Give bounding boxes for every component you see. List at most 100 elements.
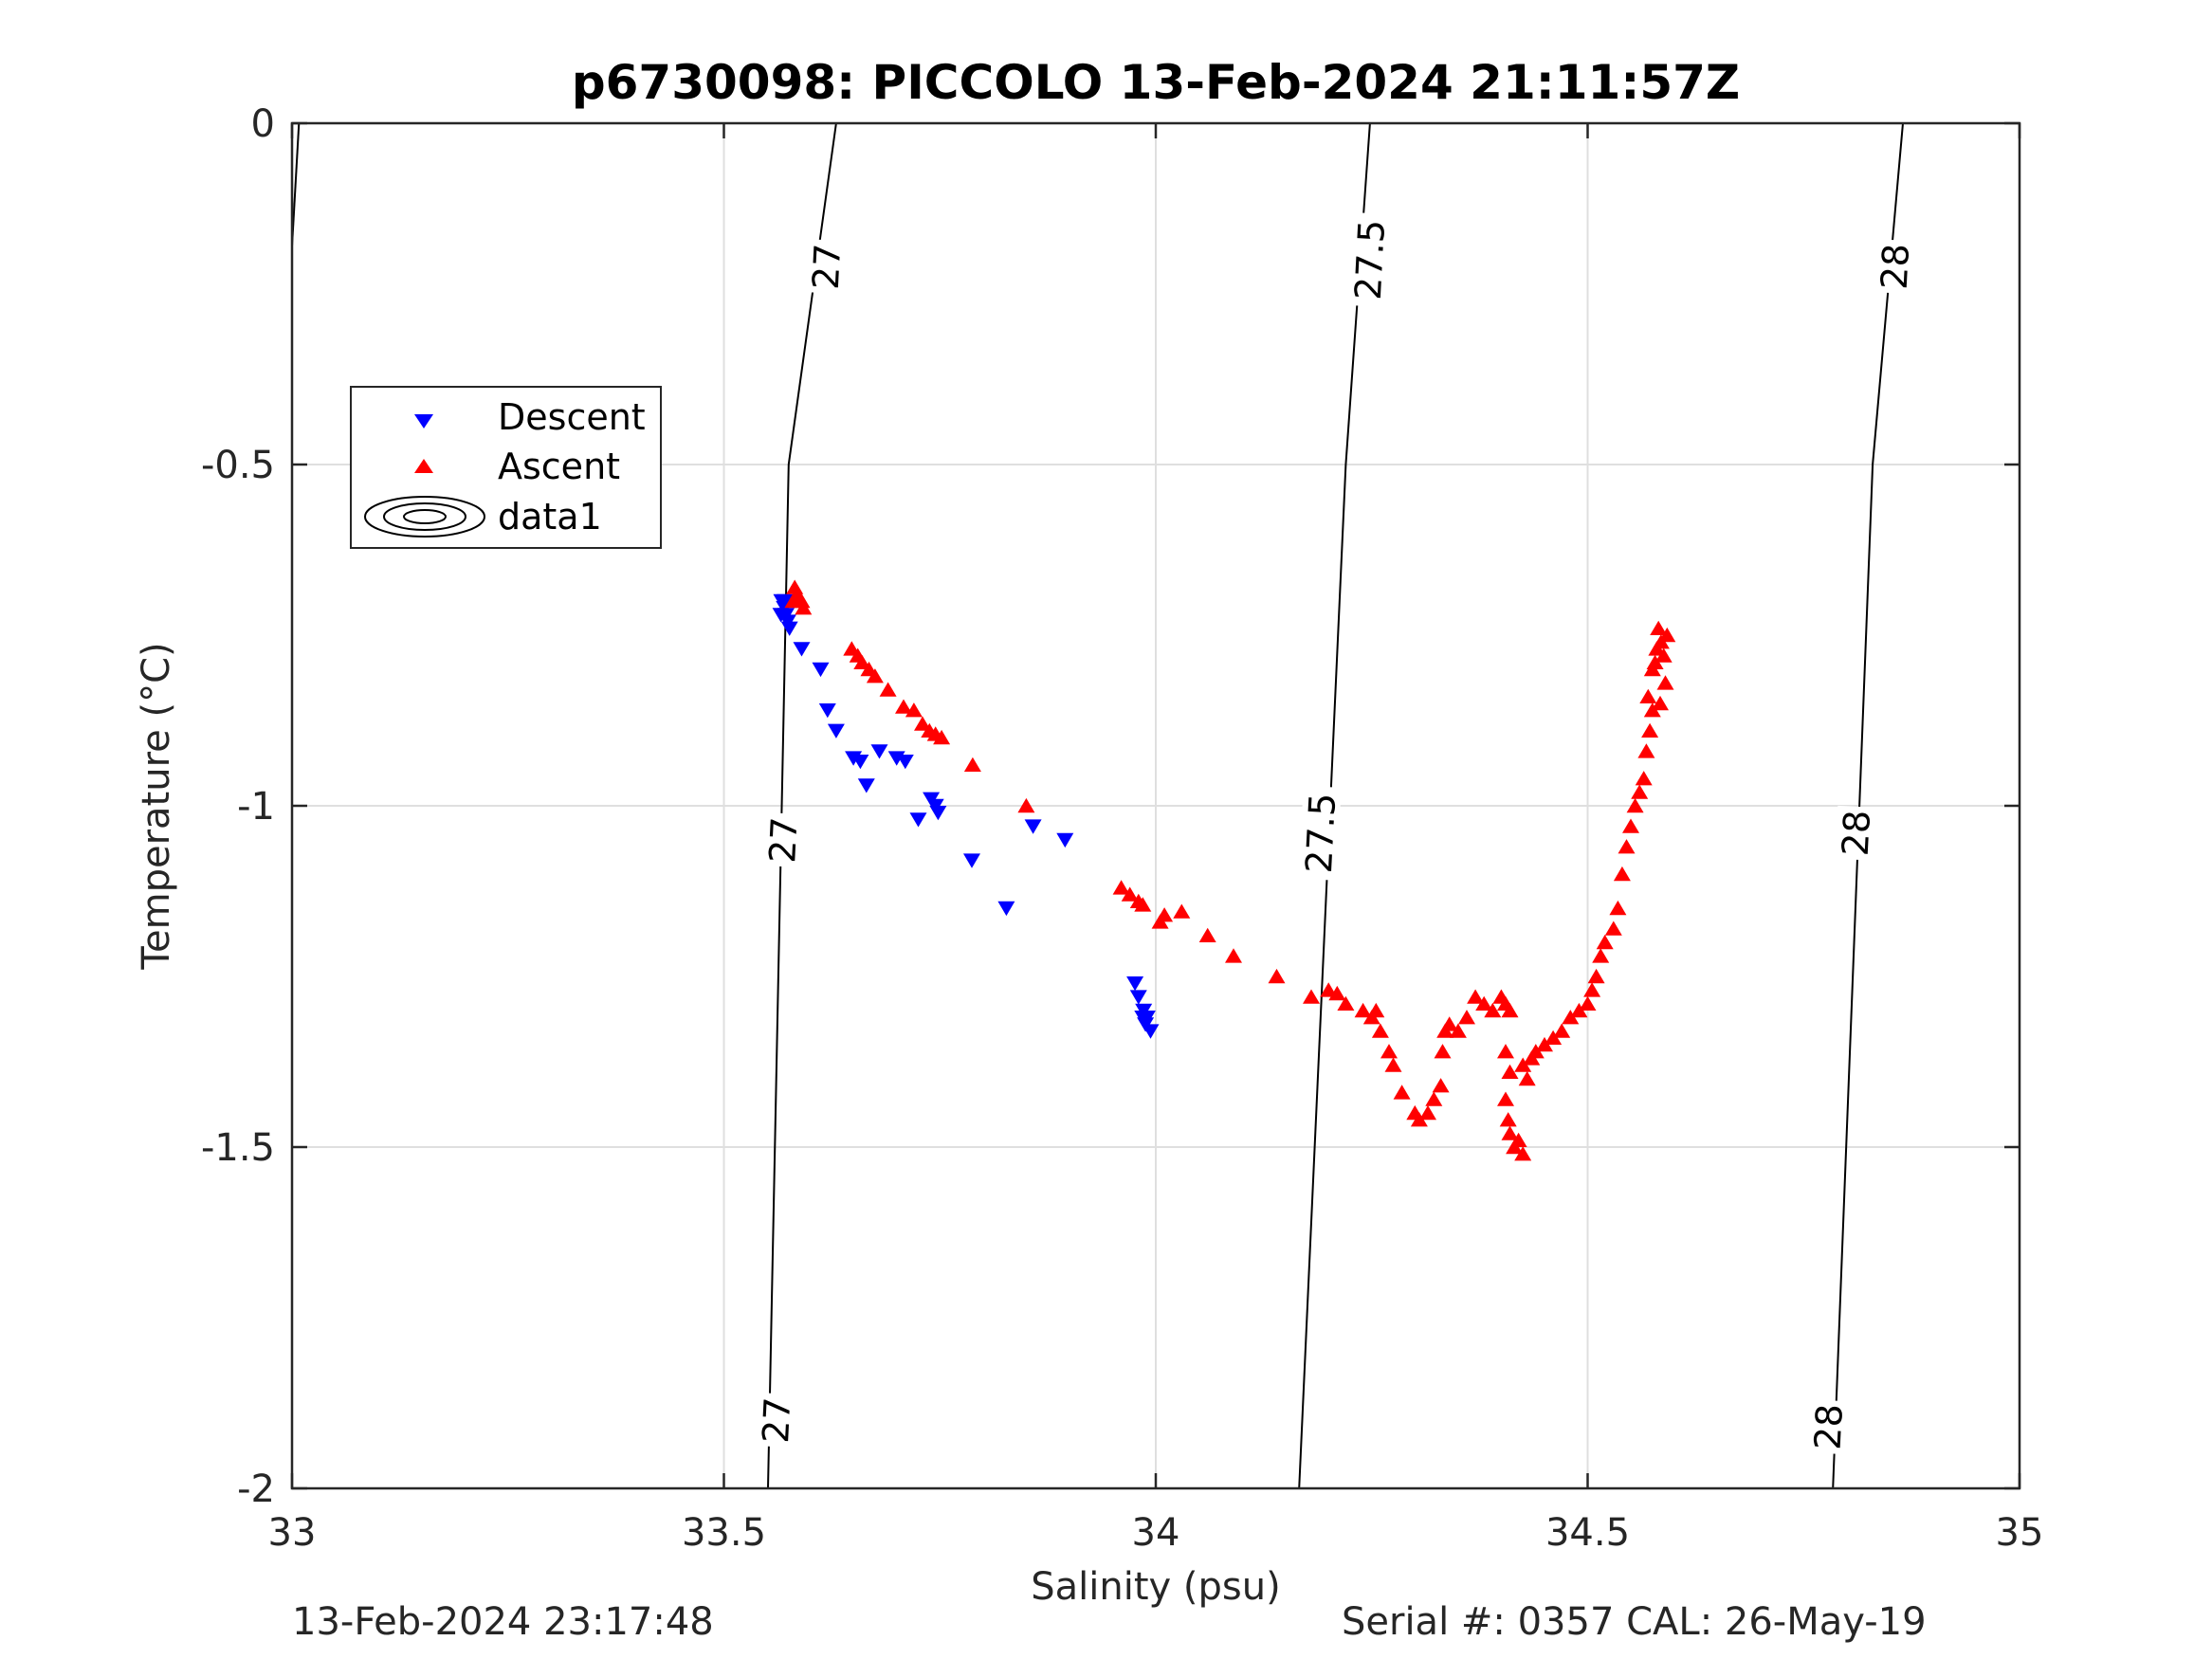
- footer-serial-cal: Serial #: 0357 CAL: 26-May-19: [1342, 1600, 1927, 1644]
- ascent-point: [1646, 654, 1664, 669]
- ascent-point: [879, 682, 897, 697]
- ascent-point: [1536, 1036, 1553, 1052]
- x-tick-label: 35: [1996, 1511, 2044, 1555]
- ascent-point: [1393, 1085, 1411, 1100]
- descent-point: [909, 812, 927, 828]
- contour-label: 27: [761, 816, 805, 864]
- ascent-point: [1514, 1057, 1532, 1072]
- contour-label-bg: [755, 1393, 796, 1448]
- contour-label-group: 28: [1807, 1399, 1851, 1455]
- descent-point: [780, 621, 798, 636]
- ascent-point: [1650, 620, 1668, 635]
- ascent-point: [853, 654, 871, 669]
- ascent-point: [1656, 675, 1674, 690]
- contour-label-bg: [1874, 239, 1915, 295]
- descent-point: [851, 755, 869, 770]
- descent-point: [896, 755, 914, 770]
- density-contour-line: [1832, 122, 1904, 1489]
- ascent-point: [914, 716, 931, 731]
- descent-point: [1134, 1011, 1152, 1026]
- density-contour-line: [767, 122, 837, 1489]
- descent-point: [812, 662, 830, 678]
- contour-label-group: 27: [805, 239, 849, 295]
- descent-point: [1126, 976, 1144, 992]
- contour-label: 28: [1874, 243, 1917, 291]
- contour-label-group: 27.5: [1347, 212, 1393, 307]
- ascent-point: [1380, 1044, 1398, 1059]
- contour-label-bg: [1298, 785, 1342, 881]
- ascent-point: [1592, 948, 1610, 963]
- ascent-point: [1434, 1044, 1452, 1059]
- ascent-point: [1156, 907, 1174, 922]
- ascent-point: [1499, 1112, 1517, 1127]
- ascent-point: [1562, 1010, 1580, 1025]
- ascent-point: [1112, 880, 1130, 895]
- ascent-point: [1613, 866, 1631, 882]
- ascent-point: [1583, 982, 1601, 997]
- ascent-point: [963, 757, 981, 772]
- y-tick-label: -1.5: [201, 1126, 275, 1170]
- ascent-point: [1626, 797, 1644, 813]
- contour-label: 27.5: [1298, 792, 1344, 874]
- ascent-point: [866, 668, 884, 684]
- ascent-point: [1475, 995, 1493, 1011]
- ascent-point: [1658, 627, 1676, 643]
- contour-label-bg: [1347, 212, 1391, 307]
- contour-label: 28: [1835, 810, 1878, 858]
- descent-point: [1024, 819, 1042, 834]
- ascent-point: [1367, 1002, 1385, 1018]
- contour-label-group: 27: [755, 1393, 798, 1448]
- ascent-point: [1570, 1002, 1588, 1018]
- axis-tick-labels: 33 33.5 34 34.5 35 -2 -1.5 -1 -0.5 0: [201, 102, 2044, 1555]
- descent-point: [777, 593, 795, 610]
- ascent-point: [1337, 995, 1355, 1011]
- footer-timestamp: 13-Feb-2024 23:17:48: [292, 1600, 714, 1644]
- legend-descent-marker: [414, 414, 433, 428]
- ascent-point: [1425, 1091, 1443, 1106]
- legend-ascent-marker: [414, 459, 433, 473]
- contour-label-group: 28: [1835, 805, 1878, 861]
- ascent-point: [784, 592, 802, 609]
- axis-ticks: [290, 121, 2021, 1490]
- contour-label: 27.5: [1347, 219, 1393, 301]
- descent-point: [793, 642, 811, 657]
- ascent-point: [1410, 1112, 1428, 1127]
- descent-point: [1142, 1024, 1160, 1039]
- ascent-point: [1518, 1070, 1536, 1086]
- ascent-point: [1268, 968, 1286, 984]
- ascent-point: [1458, 1010, 1475, 1025]
- ascent-point: [795, 600, 813, 615]
- ascent-point: [1371, 1023, 1389, 1038]
- ascent-point: [1622, 818, 1639, 833]
- ascent-point: [1631, 784, 1649, 799]
- ascent-point: [1328, 985, 1346, 1001]
- descent-point: [827, 723, 845, 738]
- legend: Descent Ascent data1: [350, 386, 662, 549]
- ascent-point: [1501, 1064, 1519, 1079]
- x-tick-label: 33: [268, 1511, 317, 1555]
- ascent-point: [1637, 743, 1655, 758]
- ascent-point: [1303, 989, 1320, 1004]
- ascent-point: [1652, 695, 1669, 711]
- contour-label-group: 27.5: [1298, 785, 1344, 881]
- chart-title: p6730098: PICCOLO 13-Feb-2024 21:11:57Z: [572, 55, 1740, 110]
- ascent-point: [1440, 1016, 1458, 1031]
- contour-label: 27: [805, 243, 849, 290]
- ascent-point: [1654, 647, 1673, 663]
- ascent-point: [1514, 1146, 1532, 1161]
- contour-label-group: 27: [761, 812, 806, 867]
- descent-point: [1056, 832, 1074, 848]
- x-tick-label: 33.5: [682, 1511, 766, 1555]
- x-tick-label: 34.5: [1545, 1511, 1630, 1555]
- y-tick-label: -0.5: [201, 444, 275, 487]
- contour-label-bg: [1807, 1399, 1849, 1455]
- ascent-point: [1497, 1091, 1514, 1106]
- ascent-point: [1641, 722, 1659, 738]
- ascent-point: [1618, 839, 1636, 854]
- ascent-point: [1225, 948, 1242, 963]
- descent-point: [929, 806, 947, 821]
- ascent-point: [1467, 989, 1485, 1004]
- descent-point: [772, 608, 790, 623]
- density-contours: 27 27 27 27.5 27.5 28 28 28: [291, 122, 1917, 1489]
